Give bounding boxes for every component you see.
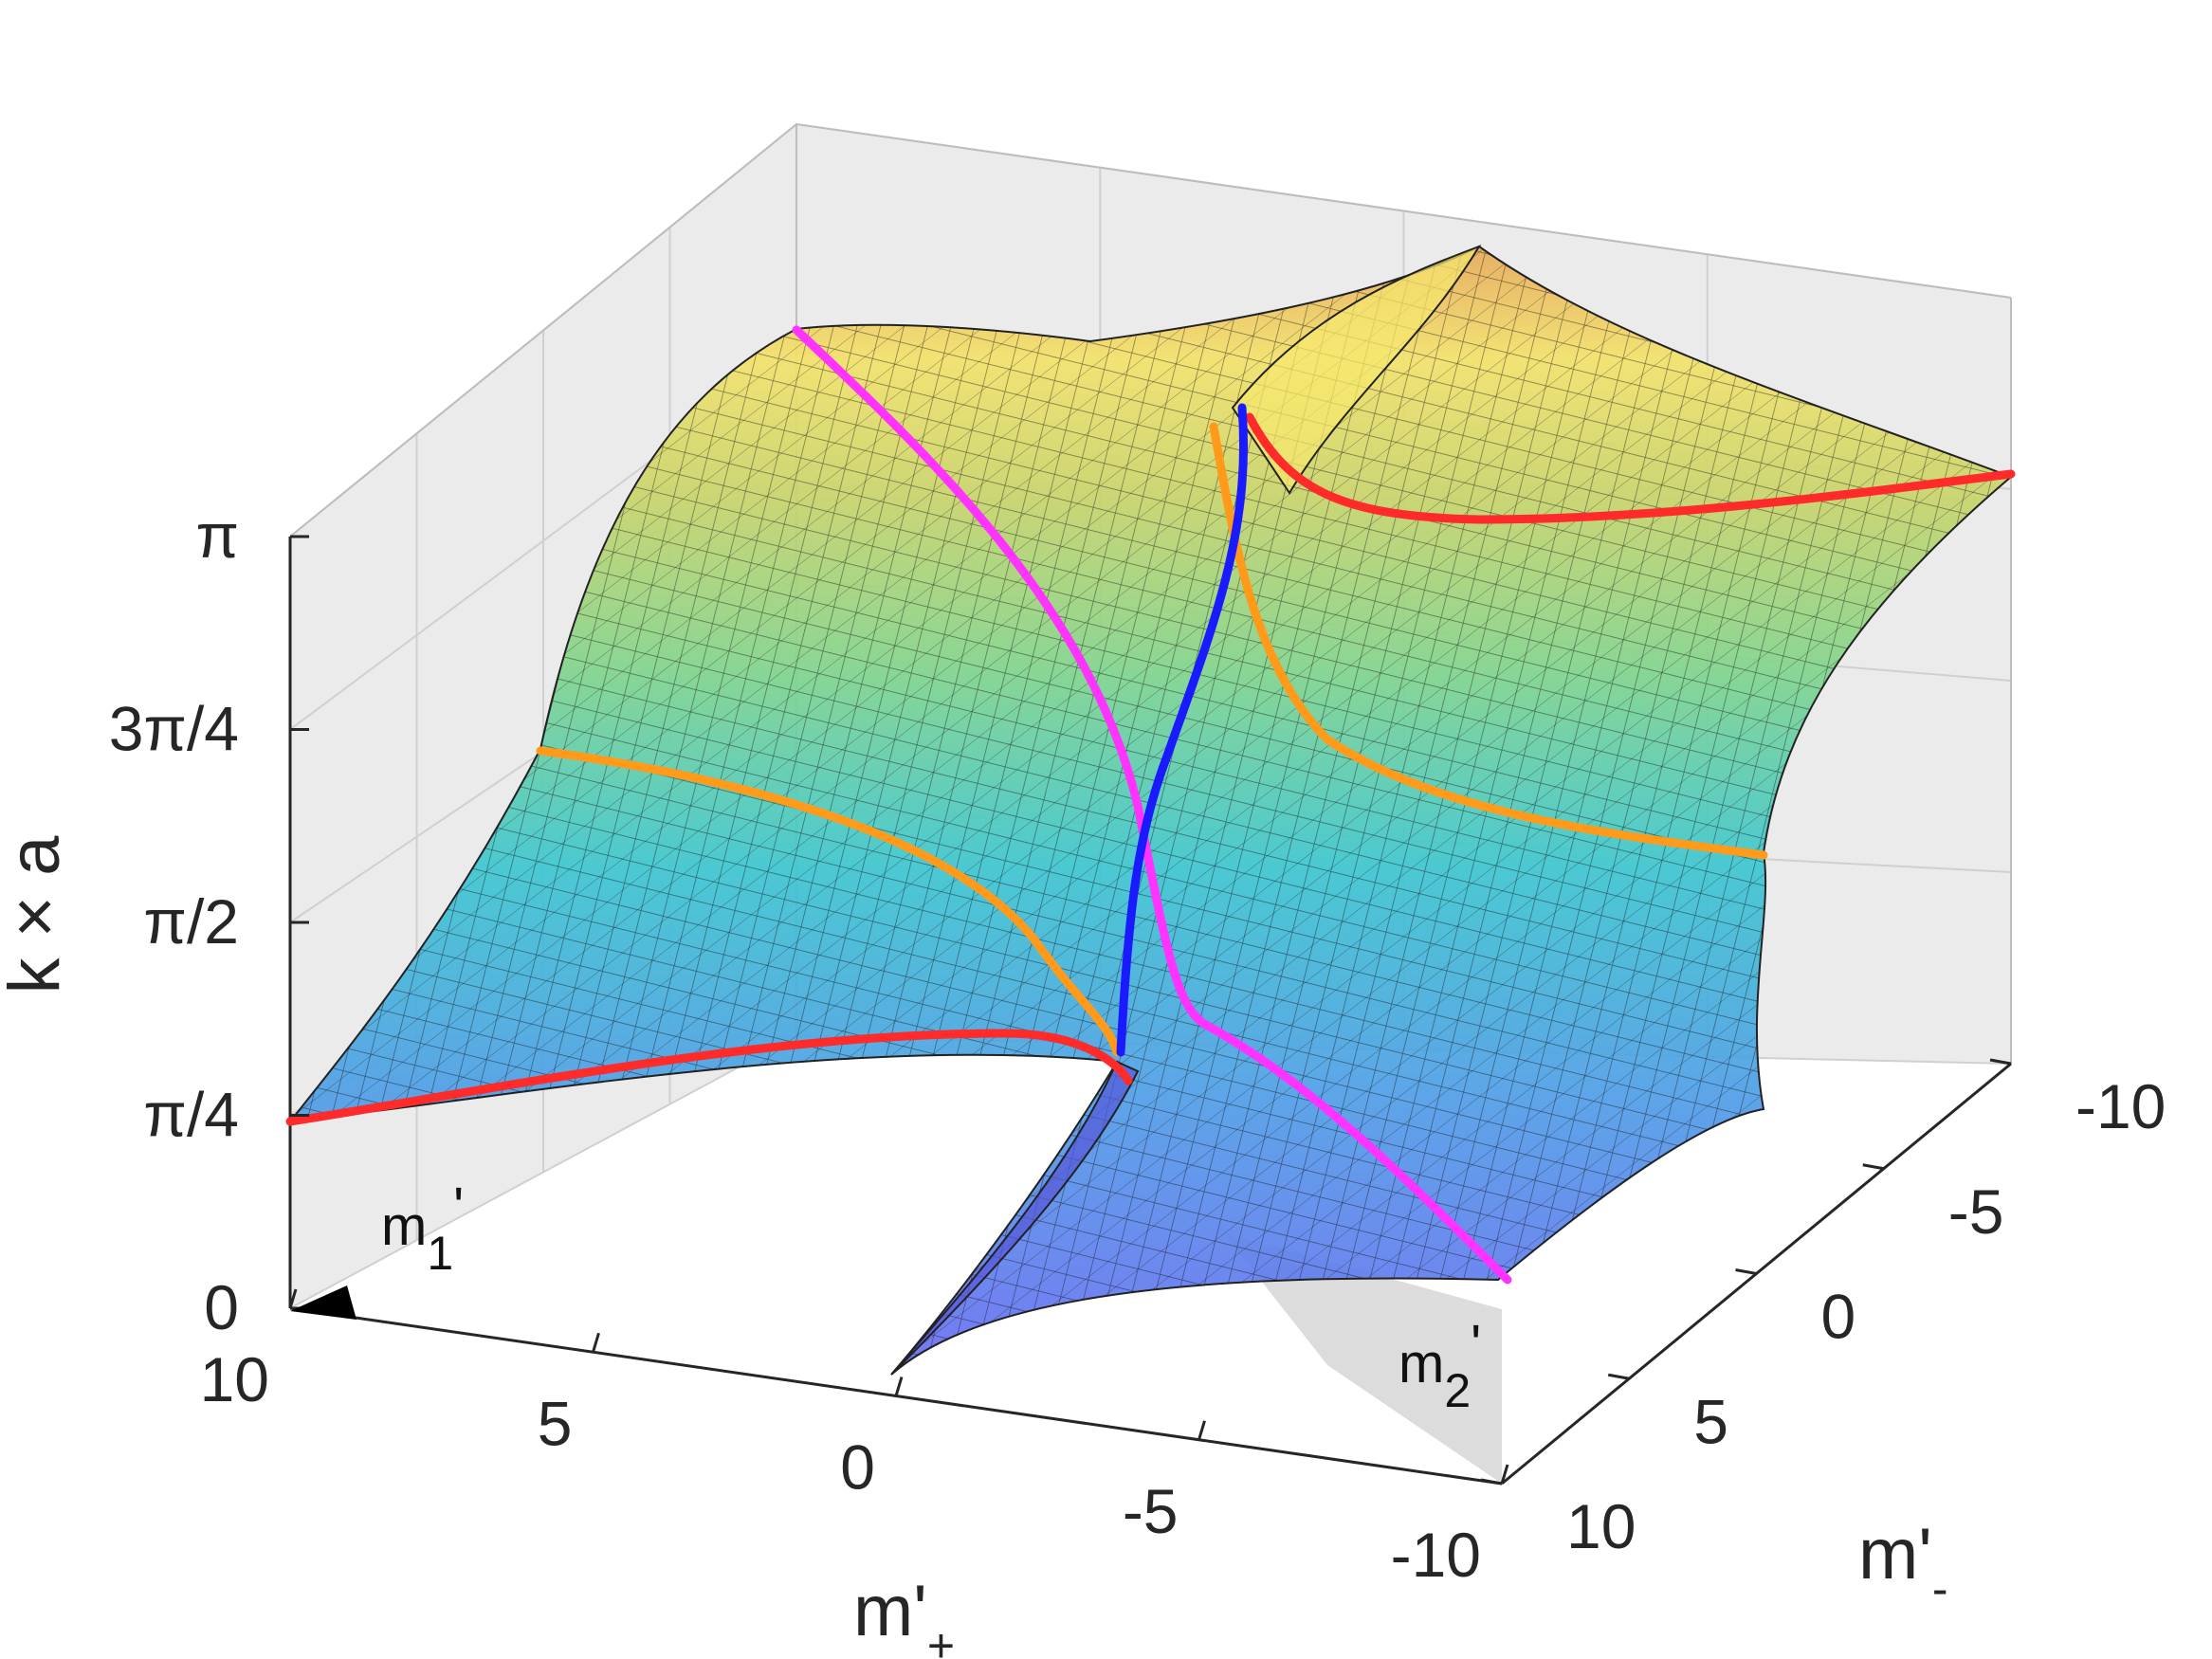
y-tick-label: 10	[1566, 1491, 1636, 1561]
data-curve-2	[536, 746, 1122, 1057]
y-axis-label-main: m'	[1858, 1514, 1932, 1595]
z-tick-label: π/4	[143, 1080, 239, 1150]
x-tick-labels: 10 5 0 -5 -10	[200, 1288, 1509, 1590]
data-curves	[285, 325, 2016, 1285]
z-axis-label: k × a	[0, 835, 75, 994]
y-tick-label: -10	[2075, 1071, 2166, 1141]
y-tick-label: 5	[1693, 1386, 1728, 1456]
m1-annotation-main: m	[381, 1195, 427, 1257]
y-tick-label: 0	[1821, 1282, 1856, 1352]
floor-shadow	[1223, 1232, 1502, 1484]
m2-annotation-prime: '	[1471, 1314, 1481, 1376]
z-tick-labels: 0 π/4 π/2 3π/4 π	[109, 501, 309, 1342]
x-tick-mark	[288, 1288, 298, 1309]
m2-annotation-main: m	[1398, 1333, 1444, 1395]
z-tick-label: π/2	[143, 886, 239, 957]
y-axis-label-sub: -	[1932, 1562, 1948, 1615]
m2-annotation: m2'	[1398, 1314, 1481, 1417]
y-tick-mark	[1607, 1373, 1630, 1380]
z-tick-label: 0	[204, 1272, 239, 1342]
m1-annotation-sub: 1	[427, 1227, 453, 1280]
x-tick-label: -10	[1391, 1520, 1481, 1590]
x-tick-label: 10	[200, 1344, 269, 1414]
m1-annotation-prime: '	[453, 1176, 464, 1238]
surface-cusp-shade	[890, 1060, 1140, 1376]
z-tick-label: π	[195, 501, 239, 571]
x-axis-label-main: m'	[853, 1571, 927, 1651]
y-tick-mark	[1989, 1058, 2012, 1066]
data-curve-0	[285, 1029, 1133, 1126]
y-axis-label: m'-	[1858, 1514, 1947, 1615]
m2-annotation-sub: 2	[1444, 1364, 1471, 1417]
m1-annotation: m1'	[381, 1176, 464, 1280]
data-curve-5	[1116, 403, 1249, 1057]
x-tick-mark	[894, 1376, 904, 1396]
x-tick-label: 0	[840, 1432, 875, 1503]
y-tick-label: -5	[1948, 1176, 2004, 1247]
x-axis-label-sub: +	[927, 1619, 955, 1659]
x-axis-label: m'+	[853, 1571, 955, 1659]
y-tick-mark	[1735, 1268, 1757, 1275]
surface-peak-shade	[1231, 245, 1482, 495]
origin-marker-icon	[290, 1285, 356, 1320]
x-tick-mark	[1197, 1420, 1206, 1441]
x-tick-label: -5	[1123, 1476, 1179, 1546]
x-tick-mark	[1500, 1464, 1509, 1485]
x-tick-mark	[592, 1332, 600, 1353]
y-tick-mark	[1480, 1478, 1503, 1486]
y-tick-mark	[1862, 1163, 1885, 1171]
y-tick-labels: -10 -5 0 5 10	[1480, 1058, 2166, 1561]
z-tick-label: 3π/4	[109, 694, 239, 764]
x-tick-label: 5	[538, 1388, 573, 1458]
data-curve-1	[1245, 412, 2016, 524]
data-curve-4	[792, 325, 1512, 1285]
